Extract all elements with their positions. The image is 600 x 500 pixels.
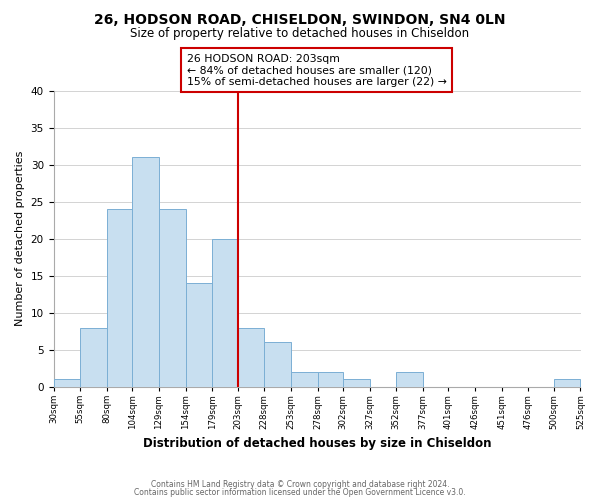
Bar [291, 372, 317, 387]
Bar [317, 372, 343, 387]
Bar [397, 372, 423, 387]
Bar [212, 238, 238, 387]
Bar [53, 380, 80, 387]
Bar [133, 157, 159, 387]
Text: Size of property relative to detached houses in Chiseldon: Size of property relative to detached ho… [130, 28, 470, 40]
X-axis label: Distribution of detached houses by size in Chiseldon: Distribution of detached houses by size … [143, 437, 491, 450]
Text: Contains HM Land Registry data © Crown copyright and database right 2024.: Contains HM Land Registry data © Crown c… [151, 480, 449, 489]
Bar [159, 209, 185, 387]
Bar [343, 380, 370, 387]
Bar [265, 342, 291, 387]
Bar [238, 328, 265, 387]
Bar [80, 328, 107, 387]
Text: Contains public sector information licensed under the Open Government Licence v3: Contains public sector information licen… [134, 488, 466, 497]
Text: 26 HODSON ROAD: 203sqm
← 84% of detached houses are smaller (120)
15% of semi-de: 26 HODSON ROAD: 203sqm ← 84% of detached… [187, 54, 446, 87]
Bar [185, 283, 212, 387]
Bar [107, 209, 133, 387]
Y-axis label: Number of detached properties: Number of detached properties [15, 151, 25, 326]
Text: 26, HODSON ROAD, CHISELDON, SWINDON, SN4 0LN: 26, HODSON ROAD, CHISELDON, SWINDON, SN4… [94, 12, 506, 26]
Bar [554, 380, 580, 387]
